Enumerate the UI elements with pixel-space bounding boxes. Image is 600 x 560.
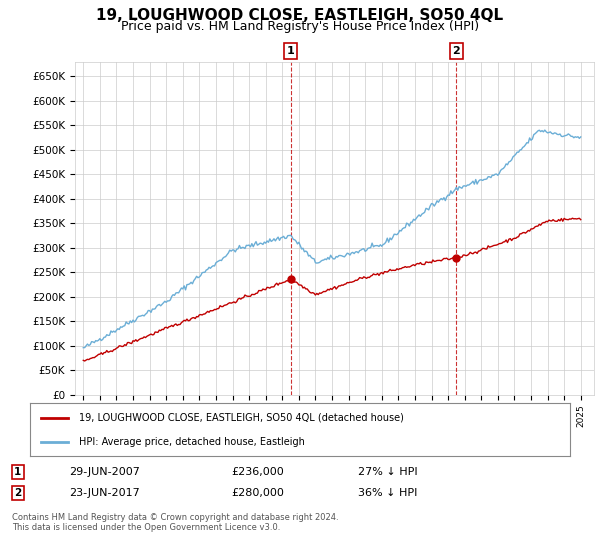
Text: HPI: Average price, detached house, Eastleigh: HPI: Average price, detached house, East…	[79, 437, 304, 447]
Text: £280,000: £280,000	[231, 488, 284, 498]
Text: 2: 2	[14, 488, 22, 498]
Text: 19, LOUGHWOOD CLOSE, EASTLEIGH, SO50 4QL: 19, LOUGHWOOD CLOSE, EASTLEIGH, SO50 4QL	[97, 8, 503, 24]
Text: £236,000: £236,000	[231, 467, 284, 477]
Text: 1: 1	[287, 46, 295, 56]
Text: Contains HM Land Registry data © Crown copyright and database right 2024.
This d: Contains HM Land Registry data © Crown c…	[12, 512, 338, 532]
Text: 2: 2	[452, 46, 460, 56]
Text: 1: 1	[14, 467, 22, 477]
Text: 29-JUN-2007: 29-JUN-2007	[70, 467, 140, 477]
Text: 19, LOUGHWOOD CLOSE, EASTLEIGH, SO50 4QL (detached house): 19, LOUGHWOOD CLOSE, EASTLEIGH, SO50 4QL…	[79, 413, 403, 423]
Text: 23-JUN-2017: 23-JUN-2017	[70, 488, 140, 498]
Text: 27% ↓ HPI: 27% ↓ HPI	[358, 467, 417, 477]
Text: Price paid vs. HM Land Registry's House Price Index (HPI): Price paid vs. HM Land Registry's House …	[121, 20, 479, 32]
Text: 36% ↓ HPI: 36% ↓ HPI	[358, 488, 417, 498]
